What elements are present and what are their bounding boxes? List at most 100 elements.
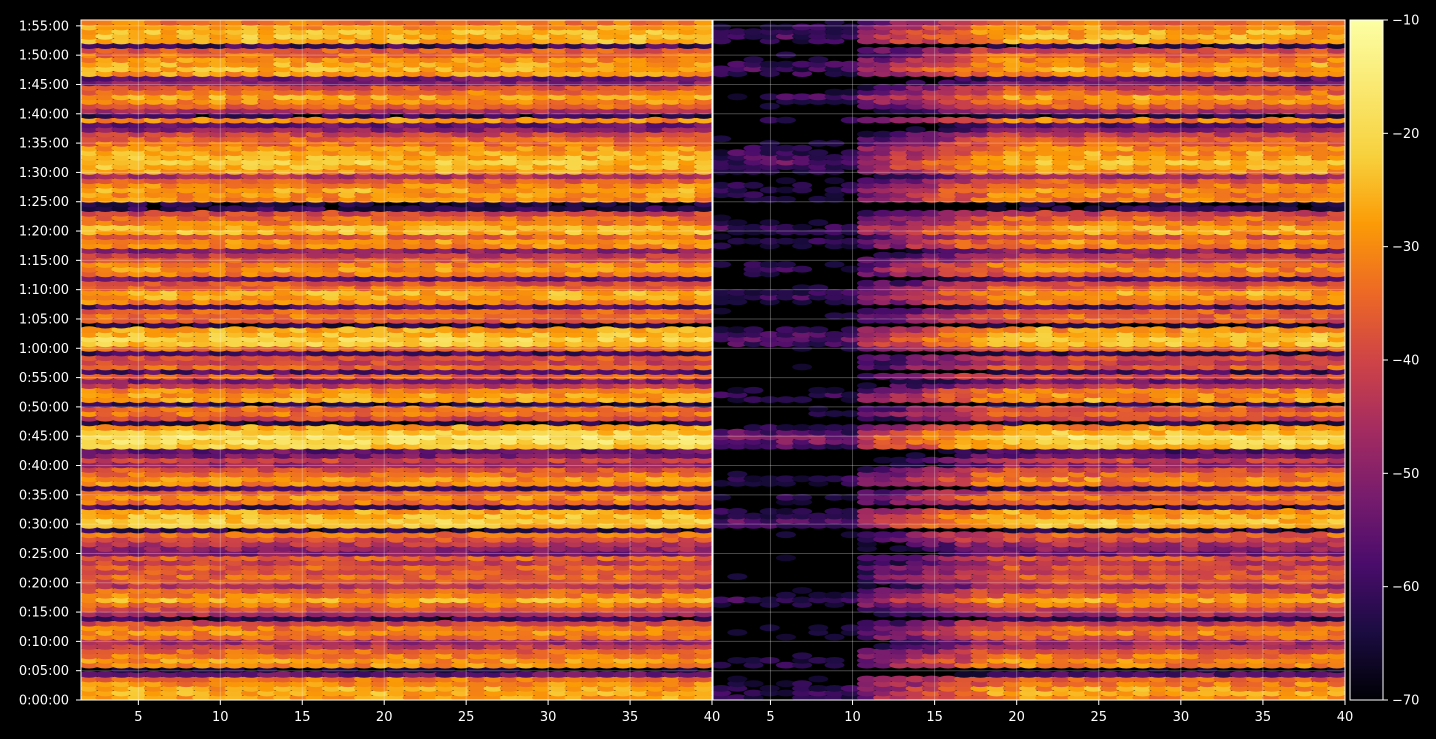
heatmap-cell — [338, 559, 358, 566]
heatmap-cell — [435, 517, 455, 525]
heatmap-cell — [483, 647, 504, 655]
heatmap-cell — [580, 638, 601, 646]
heatmap-cell — [515, 596, 536, 604]
heatmap-cell — [467, 671, 488, 678]
heatmap-cell — [418, 619, 439, 627]
heatmap-cell — [208, 559, 229, 566]
heatmap-cell — [289, 680, 310, 688]
heatmap-cell — [321, 526, 342, 534]
heatmap-cell — [289, 484, 310, 492]
heatmap-cell — [402, 629, 423, 636]
heatmap-cell — [176, 582, 197, 590]
heatmap-cell — [273, 508, 294, 515]
heatmap-cell — [596, 605, 617, 613]
heatmap-cell — [677, 591, 698, 599]
heatmap-cell — [613, 615, 633, 622]
heatmap-cell — [645, 685, 666, 692]
heatmap-cell — [629, 559, 650, 566]
heatmap-cell — [677, 629, 698, 636]
heatmap-cell — [435, 494, 455, 501]
heatmap-cell — [386, 661, 407, 669]
heatmap-cell — [532, 685, 553, 692]
heatmap-cell — [176, 498, 197, 506]
heatmap-cell — [483, 531, 504, 539]
heatmap-cell — [273, 629, 294, 636]
heatmap-cell — [273, 526, 294, 534]
heatmap-cell — [143, 559, 164, 566]
heatmap-cell — [580, 661, 601, 669]
heatmap-cell — [305, 573, 326, 580]
heatmap-cell — [127, 685, 148, 692]
heatmap-cell — [596, 661, 617, 669]
heatmap-cell — [370, 615, 391, 622]
heatmap-cell — [257, 531, 278, 539]
heatmap-cell — [143, 475, 164, 483]
heatmap-cell — [613, 596, 633, 604]
heatmap-cell — [435, 619, 455, 627]
heatmap-cell — [370, 582, 391, 590]
heatmap-cell — [321, 494, 342, 501]
heatmap-cell — [629, 605, 650, 613]
heatmap-cell — [596, 685, 617, 692]
heatmap-cell — [532, 582, 553, 590]
heatmap-cell — [289, 508, 310, 515]
heatmap-cell — [321, 605, 342, 613]
heatmap-cell — [677, 508, 698, 515]
heatmap-cell — [192, 526, 213, 534]
heatmap-cell — [483, 549, 504, 557]
heatmap-cell — [613, 671, 633, 678]
heatmap-cell — [435, 685, 455, 692]
heatmap-cell — [176, 573, 197, 580]
heatmap-cell — [208, 596, 229, 604]
heatmap-cell — [613, 605, 633, 613]
heatmap-cell — [499, 680, 520, 688]
heatmap-cell — [499, 582, 520, 590]
heatmap-cell — [289, 494, 310, 501]
heatmap-cell — [532, 508, 553, 515]
heatmap-cell — [418, 563, 439, 571]
heatmap-cell — [661, 638, 682, 646]
heatmap-cell — [224, 680, 245, 688]
heatmap-cell — [160, 638, 180, 646]
heatmap-cell — [661, 484, 682, 492]
heatmap-cell — [483, 540, 504, 548]
heatmap-cell — [483, 615, 504, 622]
heatmap-cell — [613, 591, 633, 599]
heatmap-cell — [176, 526, 197, 534]
heatmap-cell — [240, 685, 261, 692]
heatmap-cell — [386, 563, 407, 571]
heatmap-cell — [111, 484, 132, 492]
heatmap-cell — [629, 671, 650, 678]
heatmap-cell — [370, 526, 391, 534]
heatmap-cell — [176, 671, 197, 678]
heatmap-cell — [629, 549, 650, 557]
heatmap-cell — [596, 549, 617, 557]
heatmap-cell — [143, 484, 164, 492]
heatmap-cell — [467, 619, 488, 627]
heatmap-cell — [564, 596, 585, 604]
heatmap-cell — [515, 661, 536, 669]
heatmap-cell — [467, 559, 488, 566]
heatmap-cell — [95, 619, 116, 627]
heatmap-cell — [160, 517, 180, 525]
heatmap-cell — [451, 559, 472, 566]
heatmap-cell — [515, 508, 536, 515]
heatmap-cell — [192, 559, 213, 566]
heatmap-cell — [499, 619, 520, 627]
heatmap-cell — [208, 498, 229, 506]
heatmap-cell — [160, 484, 180, 492]
heatmap-cell — [629, 508, 650, 515]
heatmap-cell — [629, 582, 650, 590]
heatmap-cell — [176, 619, 197, 627]
heatmap-cell — [111, 559, 132, 566]
heatmap-cell — [548, 680, 569, 688]
heatmap-cell — [515, 559, 536, 566]
heatmap-cell — [451, 582, 472, 590]
heatmap-cell — [338, 484, 358, 492]
heatmap-cell — [127, 531, 148, 539]
heatmap-cell — [418, 549, 439, 557]
heatmap-cell — [208, 531, 229, 539]
heatmap-cell — [386, 531, 407, 539]
heatmap-cell — [273, 615, 294, 622]
heatmap-cell — [515, 498, 536, 506]
